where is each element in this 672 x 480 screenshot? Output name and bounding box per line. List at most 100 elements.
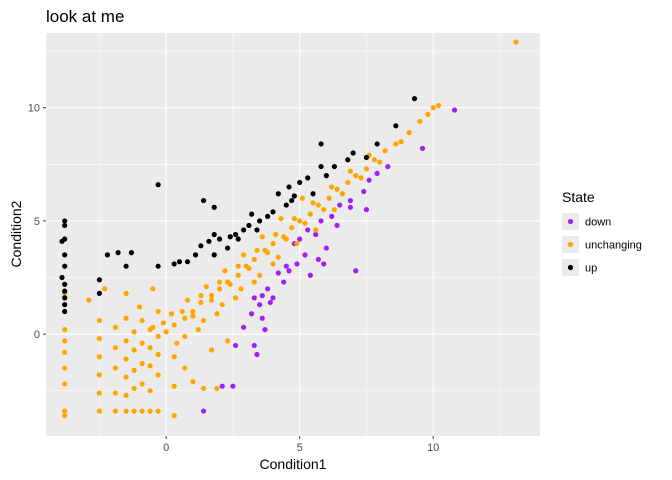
point-down bbox=[353, 268, 359, 274]
point-unchanging bbox=[313, 227, 319, 233]
point-unchanging bbox=[147, 326, 153, 333]
point-unchanging bbox=[96, 408, 103, 414]
point-up bbox=[350, 150, 356, 156]
point-up bbox=[411, 96, 418, 102]
point-unchanging bbox=[513, 39, 519, 45]
point-unchanging bbox=[96, 390, 103, 396]
point-unchanging bbox=[123, 374, 129, 380]
point-unchanging bbox=[147, 408, 153, 414]
x-tick-label: 5 bbox=[297, 442, 303, 454]
point-up bbox=[318, 141, 324, 147]
point-unchanging bbox=[131, 347, 137, 353]
point-up bbox=[265, 213, 271, 219]
point-up bbox=[62, 218, 68, 224]
point-down bbox=[267, 299, 273, 306]
point-up bbox=[155, 263, 161, 269]
point-up bbox=[211, 252, 217, 258]
point-unchanging bbox=[214, 311, 220, 317]
point-unchanging bbox=[190, 308, 196, 315]
point-unchanging bbox=[131, 367, 137, 373]
point-unchanging bbox=[398, 139, 404, 145]
point-down bbox=[286, 268, 292, 274]
point-unchanging bbox=[190, 313, 196, 319]
point-unchanging bbox=[155, 372, 161, 378]
point-unchanging bbox=[163, 329, 169, 335]
point-unchanging bbox=[238, 286, 244, 292]
point-unchanging bbox=[200, 385, 207, 392]
point-up bbox=[211, 204, 217, 210]
point-unchanging bbox=[358, 175, 364, 181]
point-unchanging bbox=[96, 354, 103, 360]
point-up bbox=[123, 263, 129, 269]
series-up bbox=[59, 96, 418, 315]
point-unchanging bbox=[139, 360, 145, 367]
point-up bbox=[171, 261, 177, 267]
point-unchanging bbox=[425, 111, 431, 118]
point-up bbox=[374, 141, 380, 147]
x-tick-label: 10 bbox=[427, 442, 439, 454]
point-unchanging bbox=[147, 363, 153, 369]
point-unchanging bbox=[278, 216, 284, 222]
legend-key-unchanging bbox=[567, 241, 574, 248]
point-up bbox=[257, 218, 263, 224]
point-up bbox=[211, 231, 217, 238]
point-unchanging bbox=[294, 240, 300, 247]
point-down bbox=[321, 261, 327, 267]
point-unchanging bbox=[241, 252, 247, 258]
point-unchanging bbox=[251, 256, 257, 263]
point-up bbox=[206, 238, 212, 244]
point-unchanging bbox=[179, 308, 185, 315]
point-up bbox=[393, 123, 399, 129]
point-unchanging bbox=[393, 141, 399, 147]
point-unchanging bbox=[259, 234, 265, 240]
point-unchanging bbox=[273, 231, 279, 238]
point-unchanging bbox=[131, 329, 137, 335]
legend-keys: down unchanging up bbox=[562, 213, 642, 276]
point-unchanging bbox=[315, 202, 321, 208]
point-unchanging bbox=[289, 225, 295, 231]
point-unchanging bbox=[251, 279, 257, 285]
point-down bbox=[219, 383, 225, 389]
point-up bbox=[275, 191, 281, 197]
point-down bbox=[318, 218, 324, 224]
point-unchanging bbox=[112, 324, 119, 330]
point-unchanging bbox=[208, 297, 215, 303]
point-unchanging bbox=[139, 340, 145, 346]
point-unchanging bbox=[208, 347, 215, 353]
point-unchanging bbox=[406, 130, 412, 136]
point-unchanging bbox=[62, 338, 68, 344]
point-up bbox=[62, 295, 68, 301]
point-unchanging bbox=[160, 320, 167, 326]
point-unchanging bbox=[246, 265, 252, 272]
point-unchanging bbox=[155, 351, 161, 358]
y-tick-label: 10 bbox=[28, 103, 40, 115]
point-unchanging bbox=[62, 365, 68, 371]
point-unchanging bbox=[182, 333, 188, 339]
point-unchanging bbox=[174, 340, 180, 346]
y-tick-label: 0 bbox=[34, 329, 40, 341]
point-unchanging bbox=[62, 413, 68, 419]
point-up bbox=[128, 250, 135, 256]
point-unchanging bbox=[299, 195, 305, 201]
point-unchanging bbox=[334, 186, 340, 192]
point-up bbox=[241, 227, 247, 233]
point-up bbox=[297, 179, 303, 186]
point-unchanging bbox=[96, 336, 103, 342]
point-unchanging bbox=[347, 168, 354, 174]
point-down bbox=[347, 204, 354, 210]
point-unchanging bbox=[171, 354, 177, 360]
point-unchanging bbox=[326, 195, 332, 201]
point-unchanging bbox=[123, 315, 129, 321]
point-unchanging bbox=[219, 302, 225, 308]
x-axis-title: Condition1 bbox=[260, 456, 327, 472]
point-unchanging bbox=[270, 261, 276, 267]
point-unchanging bbox=[62, 408, 68, 414]
point-down bbox=[329, 213, 335, 219]
point-unchanging bbox=[353, 173, 359, 179]
point-down bbox=[385, 163, 391, 170]
point-down bbox=[374, 170, 380, 176]
point-down bbox=[249, 311, 255, 317]
point-up bbox=[96, 290, 103, 296]
point-up bbox=[216, 236, 223, 242]
point-unchanging bbox=[155, 333, 161, 339]
